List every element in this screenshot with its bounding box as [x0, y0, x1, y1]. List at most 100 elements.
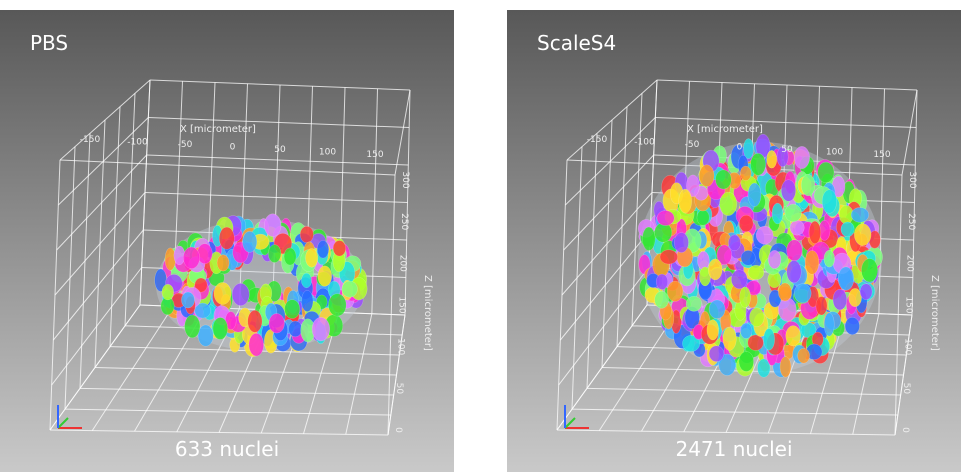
- x-tick-label: -50: [685, 140, 700, 150]
- nucleus: [333, 240, 346, 256]
- x-tick-label: -150: [80, 135, 101, 145]
- nucleus: [660, 250, 678, 264]
- nucleus: [751, 153, 766, 175]
- z-tick-label: 200: [905, 255, 915, 272]
- z-tick-label: 150: [904, 296, 914, 313]
- nucleus: [655, 291, 669, 308]
- nucleus: [723, 327, 736, 350]
- nucleus: [809, 221, 821, 244]
- nucleus: [822, 190, 837, 214]
- nucleus: [162, 284, 174, 300]
- nucleus: [165, 248, 176, 270]
- nucleus: [768, 250, 781, 268]
- nucleus: [655, 223, 672, 242]
- nucleus: [756, 226, 773, 244]
- nucleus: [787, 240, 803, 261]
- x-tick-label: 50: [781, 145, 793, 155]
- nucleus: [841, 222, 854, 237]
- z-tick-label: 250: [906, 213, 916, 230]
- nucleus: [740, 287, 751, 308]
- nucleus: [289, 321, 302, 337]
- x-tick-label: 0: [737, 143, 743, 153]
- nucleus: [699, 165, 714, 187]
- x-tick-label: -50: [178, 140, 193, 150]
- nucleus: [860, 284, 872, 300]
- nucleus: [318, 266, 332, 286]
- panel-title: ScaleS4: [537, 31, 616, 55]
- nucleus: [787, 260, 802, 282]
- z-tick-label: 50: [901, 383, 911, 395]
- nucleus: [301, 273, 311, 288]
- nucleus: [794, 146, 809, 168]
- nucleus: [851, 207, 869, 222]
- nucleus: [686, 296, 702, 311]
- nucleus: [264, 214, 281, 237]
- nucleus: [833, 289, 847, 310]
- nucleus: [312, 317, 330, 341]
- nucleus: [790, 220, 804, 235]
- nucleus: [709, 300, 725, 319]
- z-tick-label: 200: [398, 255, 408, 272]
- nucleus: [248, 310, 262, 332]
- nucleus: [739, 215, 753, 232]
- nucleus: [764, 328, 775, 350]
- nucleus: [697, 210, 709, 226]
- x-tick-label: 150: [366, 150, 383, 160]
- nucleus: [679, 189, 692, 213]
- nucleus: [781, 180, 795, 202]
- nucleus: [198, 325, 213, 346]
- nucleus: [232, 283, 249, 305]
- nucleus: [342, 281, 358, 297]
- nucleus: [767, 150, 777, 168]
- nucleus: [720, 192, 737, 216]
- nucleus: [305, 249, 317, 268]
- x-tick-label: -100: [127, 138, 148, 148]
- nucleus: [778, 283, 791, 301]
- x-tick-label: 0: [230, 143, 236, 153]
- nucleus: [740, 323, 752, 339]
- nucleus: [217, 255, 229, 271]
- nucleus: [739, 352, 754, 372]
- nucleus: [845, 317, 859, 334]
- nucleus: [786, 326, 801, 346]
- nucleus: [268, 245, 281, 263]
- nucleus: [798, 348, 810, 363]
- z-axis-label: Z [micrometer]: [422, 275, 433, 351]
- nucleus: [708, 259, 722, 280]
- nucleus: [816, 296, 827, 315]
- nucleus: [748, 265, 764, 280]
- nucleus: [302, 290, 313, 311]
- panel-title: PBS: [30, 31, 68, 55]
- z-axis-label: Z [micrometer]: [929, 275, 940, 351]
- nucleus: [185, 315, 200, 338]
- nucleus: [818, 162, 834, 183]
- x-tick-label: 100: [319, 148, 336, 158]
- x-tick-label: -150: [587, 135, 608, 145]
- z-tick-label: 250: [399, 213, 409, 230]
- nucleus: [243, 231, 257, 252]
- nucleus: [838, 267, 854, 290]
- nucleus: [772, 203, 783, 224]
- nucleus: [861, 259, 877, 283]
- nucleus: [805, 251, 819, 275]
- x-axis-label: X [micrometer]: [687, 124, 763, 135]
- x-tick-label: -100: [634, 138, 655, 148]
- nucleus: [824, 313, 834, 336]
- nucleus: [748, 335, 764, 351]
- nucleus: [657, 211, 674, 226]
- nucleus: [780, 357, 791, 378]
- nucleus: [748, 183, 761, 207]
- nucleus: [181, 292, 194, 308]
- x-tick-label: 100: [826, 148, 843, 158]
- nucleus: [728, 235, 740, 251]
- nucleus: [801, 174, 815, 196]
- z-tick-label: 150: [397, 296, 407, 313]
- nucleus: [656, 274, 668, 290]
- z-tick-label: 100: [902, 338, 912, 355]
- nucleus: [824, 250, 835, 267]
- z-tick-label: 300: [907, 171, 917, 188]
- nucleus: [785, 204, 801, 222]
- nucleus: [214, 282, 231, 304]
- z-tick-label: 50: [394, 383, 404, 395]
- x-tick-label: 50: [274, 145, 286, 155]
